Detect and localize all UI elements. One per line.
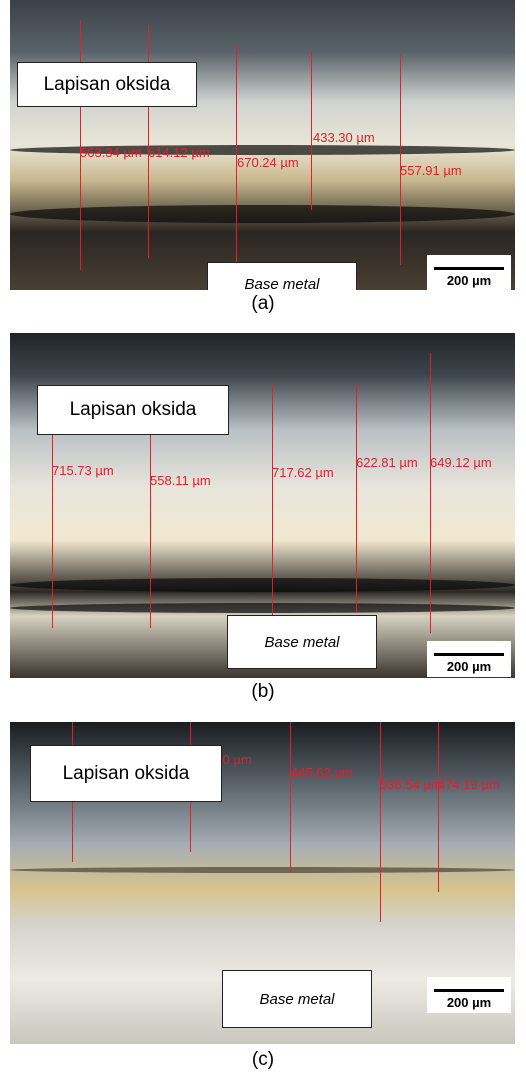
- measurement: 557.91 µm: [400, 163, 462, 178]
- caption: (b): [0, 681, 526, 703]
- measure-line: [430, 353, 431, 633]
- measurement: 670.24 µm: [237, 155, 299, 170]
- measure-line: [400, 55, 401, 265]
- measurement: 445.62 µm: [291, 765, 353, 780]
- crack: [10, 603, 515, 613]
- measure-line: [148, 25, 149, 258]
- measurement: 558.11 µm: [150, 473, 211, 488]
- measure-line: [150, 403, 151, 628]
- measure-line: [311, 50, 312, 210]
- measurement: 433.30 µm: [313, 130, 375, 145]
- measure-line: [236, 45, 237, 262]
- measurement: 538.54 µm: [380, 777, 442, 792]
- crack: [10, 578, 515, 592]
- scale-bar: 200 µm: [427, 255, 511, 290]
- measurement: 717.62 µm: [272, 465, 334, 480]
- measure-line: [356, 383, 357, 613]
- label-box: Lapisan oksida: [37, 385, 229, 435]
- figure: 563.34 µm 614.12 µm 670.24 µm 433.30 µm 557.…: [0, 0, 526, 1077]
- measurement: 622.81 µm: [356, 455, 418, 470]
- label-box: Lapisan oksida: [17, 62, 197, 107]
- crack: [10, 205, 515, 223]
- caption: (c): [0, 1049, 526, 1071]
- base-box: Base metal: [227, 615, 377, 669]
- measurement: 649.12 µm: [430, 455, 492, 470]
- measurement: 614.12 µm: [148, 145, 210, 160]
- measure-line: [290, 722, 291, 872]
- caption: (a): [0, 293, 526, 315]
- micrograph: 563.34 µm 614.12 µm 670.24 µm 433.30 µm 557.…: [10, 0, 515, 290]
- measurement: 474.19 µm: [438, 777, 500, 792]
- measurement: 715.73 µm: [52, 463, 114, 478]
- base-box: Base metal: [222, 970, 372, 1028]
- measure-line: [438, 722, 439, 892]
- label-box: Lapisan oksida: [30, 745, 222, 802]
- base-box: Base metal: [207, 262, 357, 290]
- scale-bar: 200 µm: [427, 641, 511, 677]
- measure-line: [380, 722, 381, 922]
- measure-line: [272, 383, 273, 623]
- micrograph: 715.73 µm 558.11 µm 717.62 µm 622.81 µm 649.…: [10, 333, 515, 678]
- scale-bar: 200 µm: [427, 977, 511, 1013]
- crack: [10, 867, 515, 873]
- measurement: 563.34 µm: [80, 145, 142, 160]
